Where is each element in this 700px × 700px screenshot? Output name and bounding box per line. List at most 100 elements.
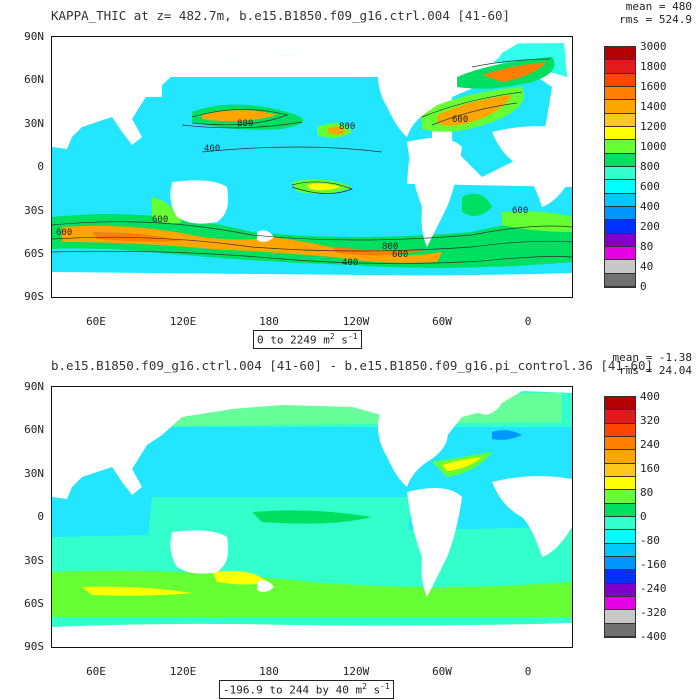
p2-lon-180: 180 xyxy=(259,665,279,678)
colorbar-swatch xyxy=(605,127,635,141)
colorbar-swatch xyxy=(605,583,635,597)
colorbar-swatch xyxy=(605,530,635,544)
colorbar-swatch xyxy=(605,73,635,87)
contour-label: 400 xyxy=(204,144,220,154)
p1-lon-60w: 60W xyxy=(432,315,452,328)
colorbar-swatch xyxy=(605,610,635,624)
colorbar-label: -80 xyxy=(640,534,660,547)
colorbar-label: 400 xyxy=(640,390,660,403)
unit-exp2: -1 xyxy=(380,682,390,691)
p2-lon-120e: 120E xyxy=(169,665,197,678)
p1-lon-120w: 120W xyxy=(342,315,370,328)
colorbar-swatch xyxy=(605,517,635,531)
colorbar-swatch xyxy=(605,570,635,584)
panel1-title: KAPPA_THIC at z= 482.7m, b.e15.B1850.f09… xyxy=(51,8,511,23)
colorbar-label: 1600 xyxy=(640,80,667,93)
colorbar-swatch xyxy=(605,463,635,477)
colorbar-label: 320 xyxy=(640,414,660,427)
colorbar-label: 40 xyxy=(640,260,654,273)
land-south-america xyxy=(407,138,462,247)
contour-label: 600 xyxy=(452,115,468,125)
panel1-map: 800 400 800 600 600 600 600 800 400 600 xyxy=(51,36,573,298)
land-africa xyxy=(492,126,572,207)
contour-label: 800 xyxy=(339,122,355,132)
colorbar-label: 800 xyxy=(640,160,660,173)
colorbar-label: 200 xyxy=(640,220,660,233)
colorbar-label: -240 xyxy=(640,582,667,595)
panel1-mean: mean = 480 xyxy=(625,0,692,13)
unit-tail: s xyxy=(366,683,381,697)
colorbar-swatch xyxy=(605,47,635,61)
panel2-colorbar xyxy=(604,396,636,638)
p2-lat-0: 0 xyxy=(37,510,44,523)
colorbar-swatch xyxy=(605,557,635,571)
unit-exp2: -1 xyxy=(347,332,358,341)
panel1-range-text: 0 to 2249 m xyxy=(257,333,330,347)
p1-lon-180: 180 xyxy=(259,315,279,328)
colorbar-swatch xyxy=(605,490,635,504)
p1-lon-120e: 120E xyxy=(169,315,197,328)
contour-label: 600 xyxy=(512,206,528,216)
contour-label: 600 xyxy=(56,228,72,238)
acc-band xyxy=(52,214,572,268)
land-asia xyxy=(52,37,572,149)
p2-lat-90n: 90N xyxy=(24,380,44,393)
colorbar-label: 80 xyxy=(640,240,654,253)
colorbar-label: 160 xyxy=(640,462,660,475)
contour-label: 800 xyxy=(237,119,253,129)
panel2-rms: rms = 24.04 xyxy=(619,364,692,377)
colorbar-swatch xyxy=(605,437,635,451)
contour-label: 800 xyxy=(382,242,398,252)
p1-lat-0: 0 xyxy=(37,160,44,173)
colorbar-swatch xyxy=(605,423,635,437)
colorbar-label: 3000 xyxy=(640,40,667,53)
colorbar-label: 0 xyxy=(640,280,647,293)
colorbar-swatch xyxy=(605,247,635,261)
colorbar-label: 240 xyxy=(640,438,660,451)
land-australia xyxy=(170,180,229,224)
colorbar-swatch xyxy=(605,180,635,194)
p1-lat-90n: 90N xyxy=(24,30,44,43)
colorbar-swatch xyxy=(605,597,635,611)
p2-lat-90s: 90S xyxy=(24,640,44,653)
land-greenland xyxy=(457,391,503,415)
panel1-rms: rms = 524.9 xyxy=(619,13,692,26)
land-south-america xyxy=(407,488,462,597)
unit-exp: 2 xyxy=(329,332,335,341)
colorbar-swatch xyxy=(605,60,635,74)
p2-lon-60w: 60W xyxy=(432,665,452,678)
panel1-colorbar-labels: 3000 1800 1600 1400 1200 1000 800 600 400 200 80 40… xyxy=(640,40,695,293)
colorbar-swatch xyxy=(605,220,635,234)
colorbar-label: -400 xyxy=(640,630,667,643)
panel2-colorbar-labels: 400 320 240 160 80 0 -80 -160 -240 -320 -400 xyxy=(640,390,695,643)
p2-lon-60e: 60E xyxy=(86,665,106,678)
colorbar-swatch xyxy=(605,623,635,637)
panel2-map xyxy=(51,386,573,648)
land-antarctica xyxy=(52,623,572,647)
p2-lat-60n: 60N xyxy=(24,423,44,436)
contour-label: 600 xyxy=(392,250,408,260)
panel2-map-svg xyxy=(52,387,572,647)
colorbar-label: 0 xyxy=(640,510,647,523)
colorbar-swatch xyxy=(605,140,635,154)
colorbar-label: -320 xyxy=(640,606,667,619)
colorbar-label: 80 xyxy=(640,486,654,499)
p1-lat-30s: 30S xyxy=(24,204,44,217)
colorbar-swatch xyxy=(605,207,635,221)
panel2-title: b.e15.B1850.f09_g16.ctrl.004 [41-60] - b… xyxy=(51,358,654,373)
colorbar-swatch xyxy=(605,397,635,411)
colorbar-swatch xyxy=(605,543,635,557)
land-north-america xyxy=(378,57,448,137)
colorbar-swatch xyxy=(605,450,635,464)
colorbar-label: 1800 xyxy=(640,60,667,73)
p1-lon-60e: 60E xyxy=(86,315,106,328)
colorbar-swatch xyxy=(605,113,635,127)
p1-lat-90s: 90S xyxy=(24,290,44,303)
colorbar-swatch xyxy=(605,503,635,517)
colorbar-swatch xyxy=(605,193,635,207)
land-asia xyxy=(52,387,572,499)
panel1-colorbar xyxy=(604,46,636,288)
p2-lat-30n: 30N xyxy=(24,467,44,480)
contour-label: 400 xyxy=(342,258,358,268)
colorbar-swatch xyxy=(605,153,635,167)
